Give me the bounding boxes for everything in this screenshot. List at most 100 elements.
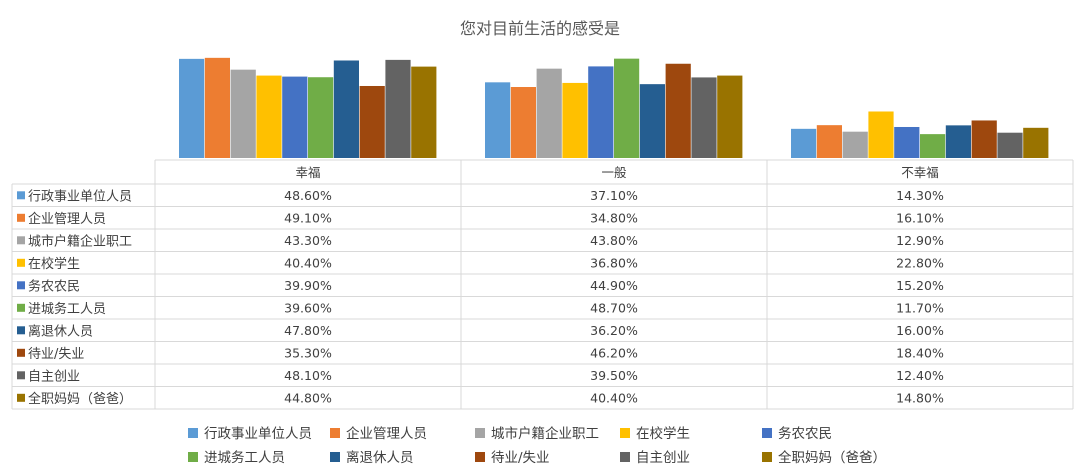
data-label-9-2: 39.50% [590,368,638,383]
data-label-6-1: 39.60% [284,300,332,315]
legend-key-3 [475,428,485,438]
data-label-6-2: 48.70% [590,300,638,315]
bar-5-2 [588,66,614,158]
row-legend-key-5 [17,281,25,290]
bar-1-1 [179,58,205,158]
bar-7-3 [945,125,971,158]
data-label-8-1: 35.30% [284,345,332,360]
data-label-2-2: 34.80% [590,210,638,225]
bar-9-2 [691,77,717,158]
bar-1-3 [791,128,817,158]
bar-6-1 [308,77,334,158]
row-label-4: 在校学生 [28,256,80,272]
bar-9-1 [385,59,411,158]
data-label-9-1: 48.10% [284,368,332,383]
data-label-8-2: 46.20% [590,345,638,360]
bar-7-2 [639,84,665,158]
bar-4-3 [868,111,894,158]
legend-label-1: 行政事业单位人员 [204,426,312,442]
legend-label-2: 企业管理人员 [346,425,427,442]
legend-key-5 [762,428,772,438]
row-legend-key-1 [17,191,25,200]
data-label-5-2: 44.90% [590,278,638,293]
bar-10-3 [1023,127,1049,158]
bar-8-1 [359,85,385,158]
legend-key-4 [620,428,630,438]
legend-label-4: 在校学生 [636,425,690,442]
data-label-3-3: 12.90% [896,233,944,248]
bar-4-2 [562,82,588,158]
bar-3-1 [230,69,256,158]
row-legend-key-10 [17,393,25,402]
row-label-9: 自主创业 [28,369,80,384]
row-label-5: 务农农民 [28,278,80,294]
legend-key-10 [762,452,772,462]
legend-label-6: 进城务工人员 [204,450,285,466]
data-label-2-1: 49.10% [284,210,332,225]
bar-6-3 [920,134,946,158]
row-label-7: 离退休人员 [28,323,93,339]
data-label-7-2: 36.20% [590,323,638,338]
data-label-3-1: 43.30% [284,233,332,248]
legend-label-5: 务农农民 [778,426,832,442]
row-legend-key-4 [17,258,25,267]
data-label-3-2: 43.80% [590,233,638,248]
bar-7-1 [333,60,359,158]
bar-5-3 [894,126,920,158]
bar-9-3 [997,132,1023,158]
row-label-1: 行政事业单位人员 [28,189,132,204]
data-label-8-3: 18.40% [896,345,944,360]
row-legend-key-3 [17,236,25,245]
row-legend-key-2 [17,213,25,222]
legend-label-10: 全职妈妈（爸爸） [778,449,886,466]
data-label-7-3: 16.00% [896,323,944,338]
bar-10-2 [717,75,743,158]
legend-key-1 [188,428,198,438]
bar-2-2 [510,87,536,158]
row-label-2: 企业管理人员 [28,211,106,227]
row-label-6: 进城务工人员 [28,301,106,317]
data-label-2-3: 16.10% [896,210,944,225]
data-label-1-3: 14.30% [896,188,944,203]
row-legend-key-8 [17,348,25,357]
data-label-5-3: 15.20% [896,278,944,293]
data-label-1-1: 48.60% [284,188,332,203]
legend-key-7 [330,452,340,462]
category-header-2: 一般 [601,165,627,180]
data-label-4-2: 36.80% [590,255,638,270]
bar-5-1 [282,76,308,158]
legend-key-8 [475,452,485,462]
bar-10-1 [411,66,437,158]
bar-2-1 [204,57,230,159]
bars-layer [179,57,1049,159]
legend-label-9: 自主创业 [636,450,690,466]
data-label-6-3: 11.70% [896,300,944,315]
legend-key-2 [330,428,340,438]
category-header-3: 不幸福 [901,165,939,180]
chart-title: 您对目前生活的感受是 [460,19,620,38]
data-label-10-3: 14.80% [896,390,944,405]
data-label-10-1: 44.80% [284,390,332,405]
row-label-3: 城市户籍企业职工 [28,233,132,249]
data-label-1-2: 37.10% [590,188,638,203]
data-label-5-1: 39.90% [284,278,332,293]
legend-label-7: 离退休人员 [346,449,414,466]
data-label-4-3: 22.80% [896,255,944,270]
data-label-7-1: 47.80% [284,323,332,338]
bar-3-3 [842,131,868,158]
legend-label-8: 待业/失业 [491,450,550,466]
legend-key-9 [620,452,630,462]
data-label-4-1: 40.40% [284,255,332,270]
data-label-9-3: 12.40% [896,368,944,383]
bar-1-2 [485,82,511,158]
legend-key-6 [188,452,198,462]
bar-6-2 [614,58,640,158]
data-label-10-2: 40.40% [590,390,638,405]
row-legend-key-9 [17,371,25,380]
bar-2-3 [816,125,842,158]
bar-3-2 [536,68,562,158]
category-header-1: 幸福 [295,165,320,180]
